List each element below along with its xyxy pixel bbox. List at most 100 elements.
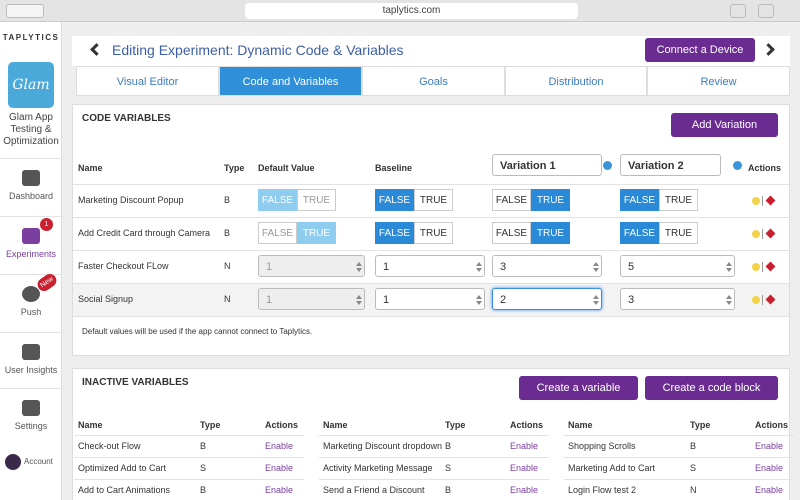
number-input[interactable]: 3: [620, 288, 735, 310]
toggle-option[interactable]: TRUE: [659, 222, 698, 244]
variable-type: S: [445, 463, 452, 473]
toggle-option[interactable]: FALSE: [620, 222, 659, 244]
section-title: CODE VARIABLES: [82, 113, 171, 124]
spinner-down: [356, 301, 362, 305]
number-input[interactable]: 2: [492, 288, 602, 310]
number-input[interactable]: 1: [375, 288, 485, 310]
add-variation-button[interactable]: Add Variation: [671, 113, 778, 137]
row-separator: [73, 316, 789, 317]
nav-label[interactable]: Settings: [14, 421, 48, 431]
row-separator: [564, 479, 794, 480]
toggle-option: TRUE: [297, 189, 336, 211]
nav-buttons: [6, 4, 44, 18]
row-separator: [564, 457, 794, 458]
column-header: Name: [78, 163, 103, 173]
toggle-option[interactable]: FALSE: [492, 189, 531, 211]
toggle-option[interactable]: TRUE: [531, 222, 570, 244]
spinner-down: [726, 268, 732, 272]
tab[interactable]: Review: [647, 66, 790, 96]
toggle-option[interactable]: FALSE: [375, 189, 414, 211]
enable-link[interactable]: Enable: [510, 441, 539, 451]
edit-action[interactable]: [752, 197, 760, 205]
variable-type: B: [224, 195, 231, 205]
spinner-up: [726, 262, 732, 266]
tab[interactable]: Goals: [362, 66, 505, 96]
variable-name: Optimized Add to Cart: [78, 463, 167, 473]
row-separator: [319, 457, 549, 458]
enable-link[interactable]: Enable: [510, 463, 539, 473]
connect-button[interactable]: Connect a Device: [645, 38, 755, 62]
tab[interactable]: Visual Editor: [76, 66, 219, 96]
nav-icon: [22, 286, 40, 302]
enable-link[interactable]: Enable: [755, 463, 784, 473]
tab[interactable]: Distribution: [505, 66, 647, 96]
nav-badge: 1: [40, 218, 53, 231]
create-code-block-button[interactable]: Create a code block: [645, 376, 778, 400]
number-input: 1: [258, 288, 365, 310]
enable-link[interactable]: Enable: [265, 485, 294, 495]
column-header: Baseline: [375, 163, 413, 173]
column-header: Name: [78, 420, 103, 430]
row-separator: [73, 184, 789, 185]
nav-icon: [22, 170, 40, 186]
note: Default values will be used if the app c…: [82, 327, 313, 336]
enable-link[interactable]: Enable: [755, 485, 784, 495]
column-header: Actions: [265, 420, 299, 430]
enable-link[interactable]: Enable: [755, 441, 784, 451]
variable-type: N: [224, 261, 231, 271]
nav-label[interactable]: Dashboard: [8, 191, 54, 201]
spinner-down: [476, 268, 482, 272]
variable-name: Marketing Discount dropdown: [323, 441, 443, 451]
toggle-option[interactable]: FALSE: [492, 222, 531, 244]
spinner-down: [356, 268, 362, 272]
variable-name: Shopping Scrolls: [568, 441, 636, 451]
row-separator: [73, 250, 789, 251]
column-header: Actions: [748, 163, 782, 173]
spinner-up: [356, 295, 362, 299]
number-input: 1: [258, 255, 365, 277]
nav-separator: [0, 158, 62, 159]
toggle-option: FALSE: [258, 189, 297, 211]
variable-name: Login Flow test 2: [568, 485, 637, 495]
number-input[interactable]: 3: [492, 255, 602, 277]
tab[interactable]: Code and Variables: [219, 66, 362, 96]
edit-action[interactable]: [752, 263, 760, 271]
toggle-option[interactable]: TRUE: [414, 189, 453, 211]
column-header: Default Value: [258, 163, 315, 173]
nav-label[interactable]: Experiments: [5, 249, 57, 259]
variable-name: Check-out Flow: [78, 441, 141, 451]
toggle-option[interactable]: FALSE: [375, 222, 414, 244]
column-header: Type: [200, 420, 221, 430]
page-title: Editing Experiment: Dynamic Code & Varia…: [112, 42, 404, 58]
number-input[interactable]: 5: [620, 255, 735, 277]
variable-name: Send a Friend a Discount: [323, 485, 425, 495]
number-input[interactable]: 1: [375, 255, 485, 277]
variation-name-input[interactable]: Variation 1: [492, 154, 602, 176]
variable-name: Social Signup: [78, 294, 134, 304]
action-divider: [762, 262, 763, 272]
toggle-option[interactable]: TRUE: [414, 222, 453, 244]
url-field: taplytics.com: [245, 3, 578, 19]
remove-variation[interactable]: [733, 161, 742, 170]
variable-type: B: [445, 441, 452, 451]
enable-link[interactable]: Enable: [265, 463, 294, 473]
account-label[interactable]: Account: [24, 457, 53, 466]
variation-name-input[interactable]: Variation 2: [620, 154, 721, 176]
toggle-option[interactable]: FALSE: [620, 189, 659, 211]
enable-link[interactable]: Enable: [265, 441, 294, 451]
edit-action[interactable]: [752, 230, 760, 238]
enable-link[interactable]: Enable: [510, 485, 539, 495]
nav-label[interactable]: User Insights: [4, 365, 58, 375]
edit-action[interactable]: [752, 296, 760, 304]
create-variable-button[interactable]: Create a variable: [519, 376, 638, 400]
nav-label[interactable]: Push: [20, 307, 42, 317]
toggle-option[interactable]: TRUE: [659, 189, 698, 211]
spinner-up: [476, 262, 482, 266]
toggle-option[interactable]: TRUE: [531, 189, 570, 211]
variable-type: N: [690, 485, 697, 495]
action-divider: [762, 196, 763, 206]
remove-variation[interactable]: [603, 161, 612, 170]
toggle-option: FALSE: [258, 222, 297, 244]
app-name: Glam App Testing & Optimization: [3, 112, 59, 147]
variable-type: B: [445, 485, 452, 495]
